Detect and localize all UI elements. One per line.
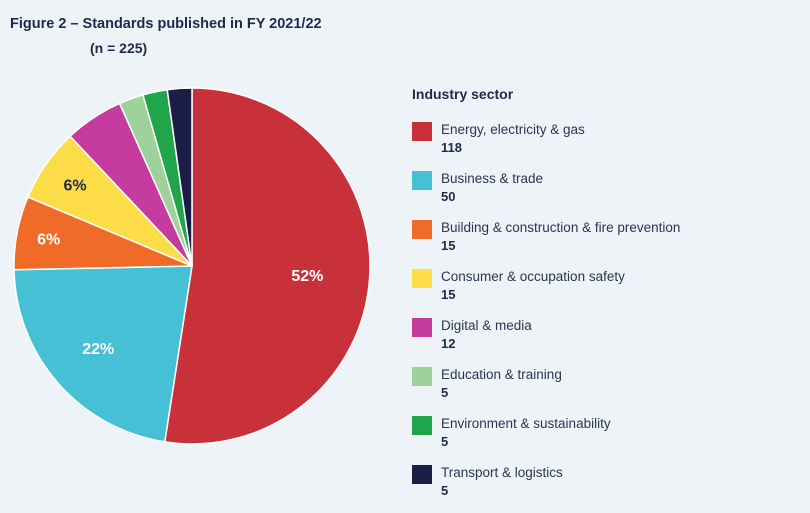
legend-title: Industry sector — [412, 86, 514, 102]
legend-item: Environment & sustainability 5 — [412, 414, 802, 463]
legend-swatch — [412, 122, 432, 141]
legend-count: 15 — [441, 238, 456, 253]
legend-count: 5 — [441, 434, 449, 449]
pie-slice — [166, 87, 193, 267]
legend-label: Consumer & occupation safety — [441, 269, 625, 284]
legend-count: 5 — [441, 483, 449, 498]
legend-count: 12 — [441, 336, 456, 351]
legend-count: 15 — [441, 287, 456, 302]
legend: Energy, electricity & gas 118 Business &… — [412, 120, 802, 512]
pie-data-label: 6% — [64, 178, 87, 195]
legend-label: Building & construction & fire preventio… — [441, 220, 681, 235]
pie-data-label: 22% — [82, 341, 114, 358]
legend-item: Energy, electricity & gas 118 — [412, 120, 802, 169]
legend-count: 118 — [441, 140, 462, 155]
pie-slice — [163, 87, 371, 445]
legend-item: Consumer & occupation safety 15 — [412, 267, 802, 316]
legend-label: Digital & media — [441, 318, 532, 333]
legend-swatch — [412, 269, 432, 288]
legend-count: 50 — [441, 189, 456, 204]
legend-swatch — [412, 318, 432, 337]
legend-swatch — [412, 220, 432, 239]
legend-label: Environment & sustainability — [441, 416, 611, 431]
legend-item: Education & training 5 — [412, 365, 802, 414]
legend-swatch — [412, 171, 432, 190]
pie-data-label: 52% — [291, 268, 323, 285]
legend-item: Digital & media 12 — [412, 316, 802, 365]
chart-subtitle: (n = 225) — [90, 40, 148, 56]
legend-swatch — [412, 367, 432, 386]
pie-slice — [13, 265, 193, 443]
legend-item: Transport & logistics 5 — [412, 463, 802, 512]
legend-swatch — [412, 416, 432, 435]
pie-chart: 52% 22% 6% 6% — [13, 87, 371, 445]
chart-title: Figure 2 – Standards published in FY 202… — [10, 16, 322, 32]
legend-swatch — [412, 465, 432, 484]
legend-label: Business & trade — [441, 171, 544, 186]
legend-item: Business & trade 50 — [412, 169, 802, 218]
legend-count: 5 — [441, 385, 449, 400]
legend-label: Transport & logistics — [441, 465, 563, 480]
legend-label: Education & training — [441, 367, 562, 382]
legend-item: Building & construction & fire preventio… — [412, 218, 802, 267]
pie-data-label: 6% — [37, 232, 60, 249]
legend-label: Energy, electricity & gas — [441, 122, 585, 137]
